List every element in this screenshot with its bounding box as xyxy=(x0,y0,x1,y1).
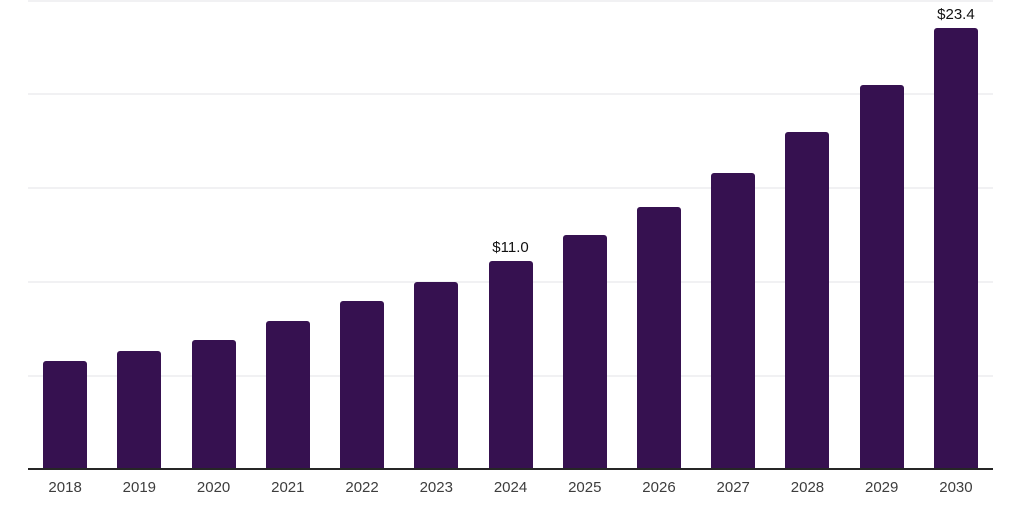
band-2024: $11.0 xyxy=(473,0,547,468)
x-tick-2022: 2022 xyxy=(345,479,379,496)
plot-area: $11.0 $23.4 xyxy=(28,0,993,470)
x-tick-2025: 2025 xyxy=(568,479,602,496)
bar-2027 xyxy=(711,172,756,468)
band-2030: $23.4 xyxy=(919,0,993,468)
x-tick-2030: 2030 xyxy=(939,479,973,496)
gridline-15 xyxy=(28,187,993,189)
value-label-2030: $23.4 xyxy=(937,6,975,24)
x-tick-2029: 2029 xyxy=(865,479,899,496)
x-axis: 2018 2019 2020 2021 2022 2023 2024 2025 2026 2027… xyxy=(28,470,993,512)
band-2020 xyxy=(176,0,250,468)
bars-container: $11.0 $23.4 xyxy=(28,0,993,468)
x-tick-2019: 2019 xyxy=(122,479,157,496)
x-tick-2027: 2027 xyxy=(716,479,750,496)
bar-2023 xyxy=(414,281,459,468)
x-tick-2028: 2028 xyxy=(790,479,825,496)
bar-2030 xyxy=(933,28,978,468)
band-2023 xyxy=(399,0,473,468)
bar-2018 xyxy=(43,360,88,468)
band-2027 xyxy=(696,0,770,468)
band-2029 xyxy=(845,0,919,468)
band-2026 xyxy=(622,0,696,468)
bar-2019 xyxy=(117,351,162,468)
x-tick-2021: 2021 xyxy=(271,479,305,496)
band-2022 xyxy=(325,0,399,468)
x-tick-2018: 2018 xyxy=(48,479,82,496)
band-2028 xyxy=(770,0,844,468)
bar-2025 xyxy=(562,234,607,468)
x-tick-2026: 2026 xyxy=(642,479,676,496)
x-tick-2024: 2024 xyxy=(493,479,528,496)
bar-2021 xyxy=(265,321,310,468)
bar-2022 xyxy=(340,300,385,468)
x-tick-2023: 2023 xyxy=(419,479,453,496)
gridline-25 xyxy=(28,0,993,2)
value-label-2024: $11.0 xyxy=(492,239,529,257)
bar-2020 xyxy=(191,340,236,468)
bar-2026 xyxy=(636,206,681,468)
band-2025 xyxy=(548,0,622,468)
bar-2029 xyxy=(859,84,904,468)
bar-2028 xyxy=(785,131,830,468)
bar-2024 xyxy=(488,261,533,468)
gridline-20 xyxy=(28,93,993,95)
band-2018 xyxy=(28,0,102,468)
band-2019 xyxy=(102,0,176,468)
x-tick-2020: 2020 xyxy=(196,479,231,496)
band-2021 xyxy=(251,0,325,468)
